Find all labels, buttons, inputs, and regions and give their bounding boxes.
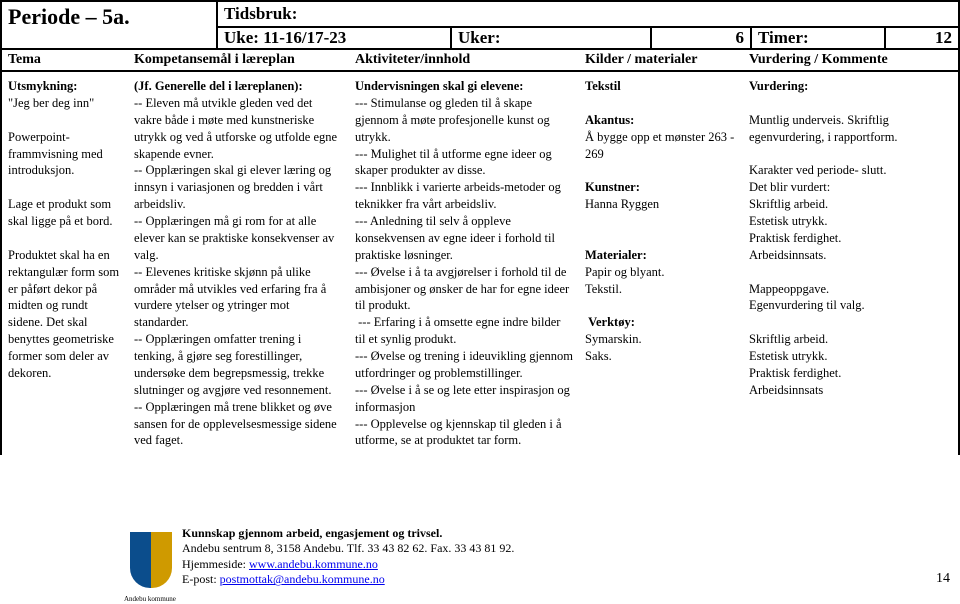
footer-left: Kunnskap gjennom arbeid, engasjement og … [130,526,514,588]
timer-label: Timer: [752,28,886,48]
footer-line2: Andebu sentrum 8, 3158 Andebu. Tlf. 33 4… [182,541,514,555]
footer-line1: Kunnskap gjennom arbeid, engasjement og … [182,526,442,540]
cell-kil: TekstilAkantus:Å bygge opp et mønster 26… [579,72,743,455]
uker-label: Uker: [452,28,652,48]
footer-text: Kunnskap gjennom arbeid, engasjement og … [182,526,514,588]
cell-tema: Utsmykning:"Jeg ber deg inn"Powerpoint-f… [2,72,128,455]
footer: Kunnskap gjennom arbeid, engasjement og … [130,526,950,588]
column-headers: Tema Kompetansemål i læreplan Aktivitete… [0,50,960,72]
uker-value: 6 [652,28,752,48]
logo-icon [130,532,172,588]
header-row: Periode – 5a. Tidsbruk: Uke: 11-16/17-23… [0,0,960,50]
periode-title: Periode – 5a. [0,0,218,50]
cell-vur: Vurdering:Muntlig underveis. Skriftlig e… [743,72,958,455]
footer-line4-label: E-post: [182,572,220,586]
col-header-tema: Tema [2,50,128,70]
email-link[interactable]: postmottak@andebu.kommune.no [220,572,385,586]
page-number: 14 [936,570,950,588]
tidsbruk-box: Tidsbruk: Uke: 11-16/17-23 Uker: 6 Timer… [218,0,960,50]
cell-akt: Undervisningen skal gi elevene:--- Stimu… [349,72,579,455]
col-header-vur: Vurdering / Kommente [743,50,958,70]
footer-line3-label: Hjemmeside: [182,557,249,571]
homepage-link[interactable]: www.andebu.kommune.no [249,557,378,571]
col-header-komp: Kompetansemål i læreplan [128,50,349,70]
timer-value: 12 [886,28,958,48]
content-row: Utsmykning:"Jeg ber deg inn"Powerpoint-f… [0,72,960,455]
col-header-akt: Aktiviteter/innhold [349,50,579,70]
tidsbruk-label: Tidsbruk: [218,2,958,28]
cell-komp: (Jf. Generelle del i læreplanen):-- Elev… [128,72,349,455]
tidsbruk-values: Uke: 11-16/17-23 Uker: 6 Timer: 12 [218,28,958,48]
col-header-kil: Kilder / materialer [579,50,743,70]
uke-value: Uke: 11-16/17-23 [218,28,452,48]
